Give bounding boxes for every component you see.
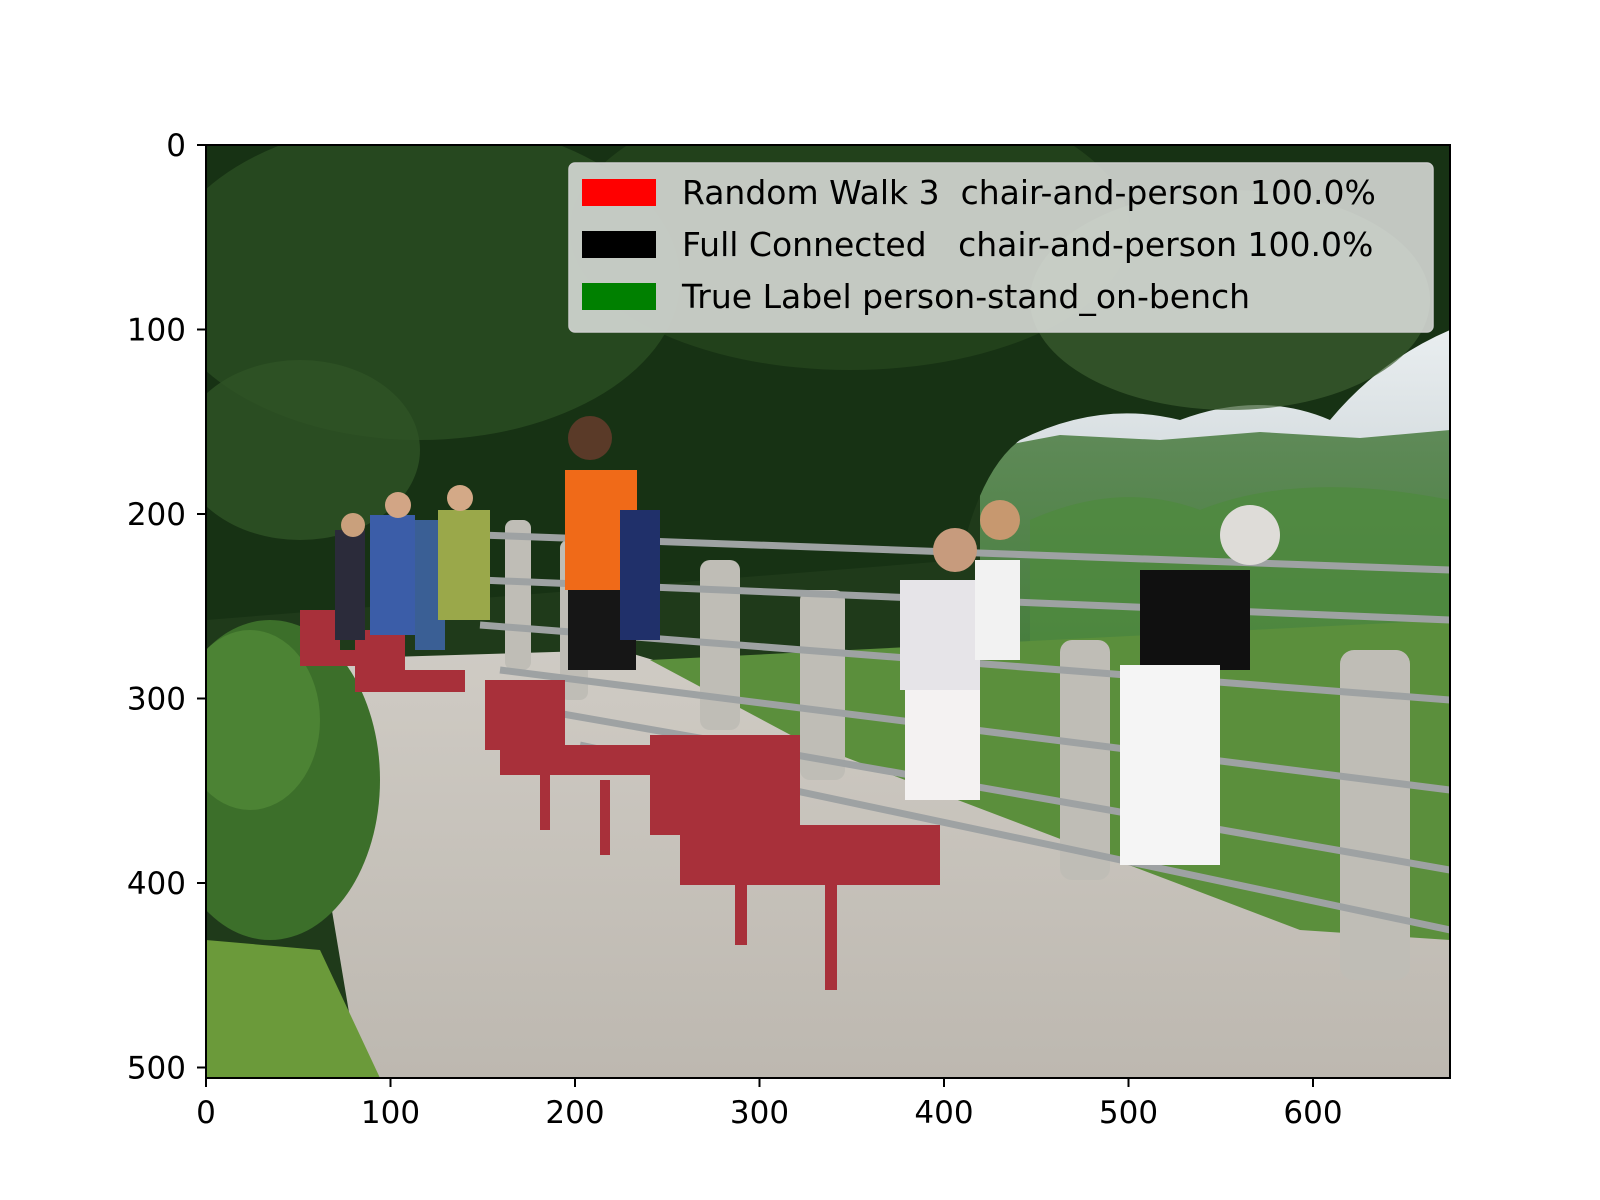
y-tick-label: 300 bbox=[127, 682, 186, 718]
legend-swatch-random-walk bbox=[582, 179, 656, 206]
x-tick-label: 300 bbox=[730, 1095, 789, 1131]
y-tick-label: 0 bbox=[166, 128, 186, 164]
x-tick-label: 600 bbox=[1283, 1095, 1342, 1131]
legend-swatch-full-connected bbox=[582, 231, 656, 258]
y-axis: 0 100 200 300 400 500 bbox=[127, 128, 206, 1087]
y-tick-label: 200 bbox=[127, 497, 186, 533]
legend-box bbox=[568, 162, 1434, 333]
x-tick-label: 500 bbox=[1099, 1095, 1158, 1131]
y-tick-label: 100 bbox=[127, 313, 186, 349]
legend: Random Walk 3 chair-and-person 100.0% Fu… bbox=[568, 162, 1434, 333]
legend-label-full-connected: Full Connected chair-and-person 100.0% bbox=[682, 225, 1373, 264]
legend-swatch-true-label bbox=[582, 283, 656, 310]
x-tick-label: 200 bbox=[545, 1095, 604, 1131]
x-tick-label: 400 bbox=[914, 1095, 973, 1131]
x-tick-label: 100 bbox=[361, 1095, 420, 1131]
legend-label-true-label: True Label person-stand_on-bench bbox=[681, 277, 1250, 316]
x-tick-label: 0 bbox=[196, 1095, 216, 1131]
y-tick-label: 400 bbox=[127, 866, 186, 902]
axes-frame bbox=[205, 144, 1451, 1079]
legend-label-random-walk: Random Walk 3 chair-and-person 100.0% bbox=[682, 173, 1376, 212]
x-axis: 0 100 200 300 400 500 600 bbox=[196, 1078, 1343, 1131]
y-tick-label: 500 bbox=[127, 1051, 186, 1087]
